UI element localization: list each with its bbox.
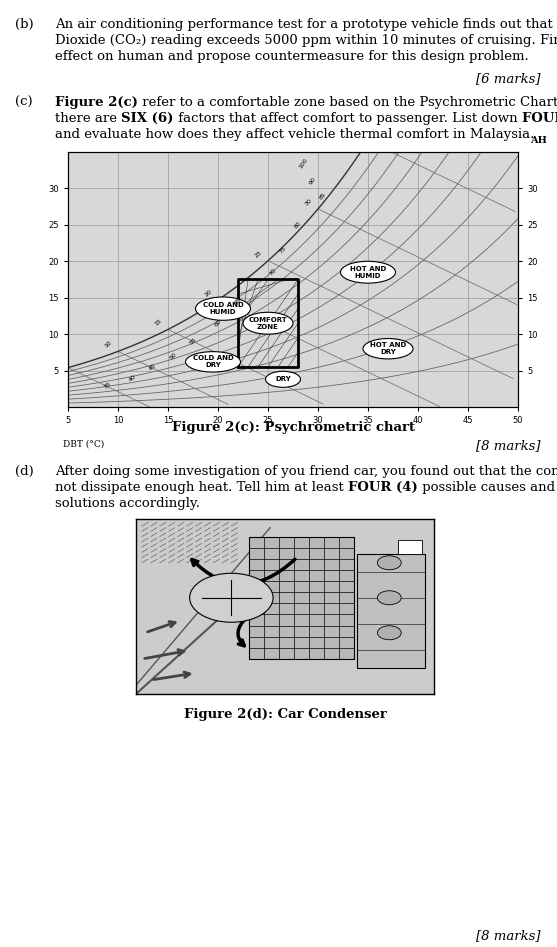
Text: and evaluate how does they affect vehicle thermal comfort in Malaysia.: and evaluate how does they affect vehicl… [55,128,534,141]
Text: COMFORT
ZONE: COMFORT ZONE [248,316,287,330]
Text: FOUR (4): FOUR (4) [521,112,557,125]
Text: DBT (°C): DBT (°C) [63,439,104,449]
Text: 80: 80 [294,221,302,229]
Text: factors that affect comfort to passenger. List down: factors that affect comfort to passenger… [174,112,521,125]
Text: Dioxide (CO₂) reading exceeds 5000 ppm within 10 minutes of cruising. Find out t: Dioxide (CO₂) reading exceeds 5000 ppm w… [55,34,557,47]
Circle shape [189,573,273,622]
Text: 85: 85 [319,191,328,201]
Ellipse shape [196,297,251,320]
Text: there are: there are [55,112,121,125]
Text: 25: 25 [253,250,262,259]
Circle shape [378,591,401,605]
Text: effect on human and propose countermeasure for this design problem.: effect on human and propose countermeasu… [55,50,529,63]
Text: [8 marks]: [8 marks] [476,929,540,942]
Text: (d): (d) [15,465,34,478]
Text: 30: 30 [304,198,312,206]
Text: Figure 2(c): Figure 2(c) [55,96,138,109]
Text: 10: 10 [104,340,113,349]
Text: [6 marks]: [6 marks] [476,72,540,85]
Text: HOT AND
DRY: HOT AND DRY [370,342,406,355]
Text: DRY: DRY [275,376,291,383]
Bar [398,540,422,554]
Text: refer to a comfortable zone based on the Psychrometric Chart. In general,: refer to a comfortable zone based on the… [138,96,557,109]
Text: (b): (b) [15,18,33,31]
Ellipse shape [243,313,293,334]
Text: [8 marks]: [8 marks] [476,439,540,452]
Text: 40: 40 [129,373,138,383]
Text: 50: 50 [168,351,178,361]
Text: 75: 75 [278,245,287,255]
Text: 100: 100 [297,157,309,170]
Text: 60: 60 [213,319,222,328]
Text: 35: 35 [104,381,113,389]
Text: HOT AND
HUMID: HOT AND HUMID [350,266,386,278]
Text: 70: 70 [268,268,277,277]
Text: Figure 2(d): Car Condenser: Figure 2(d): Car Condenser [184,708,387,721]
Bar [356,554,425,668]
Text: solutions accordingly.: solutions accordingly. [55,497,200,510]
Text: 65: 65 [233,296,242,306]
Ellipse shape [363,338,413,359]
Text: not dissipate enough heat. Tell him at least: not dissipate enough heat. Tell him at l… [55,481,348,494]
Text: FOUR (4): FOUR (4) [348,481,418,494]
Text: 45: 45 [148,363,158,371]
Circle shape [378,556,401,570]
Bar [249,537,354,659]
Text: After doing some investigation of you friend car, you found out that the condens: After doing some investigation of you fr… [55,465,557,478]
Text: 55: 55 [188,337,198,346]
Text: 15: 15 [153,318,163,328]
Text: An air conditioning performance test for a prototype vehicle finds out that Carb: An air conditioning performance test for… [55,18,557,31]
Ellipse shape [340,261,395,283]
Circle shape [378,626,401,640]
Text: possible causes and suggest him: possible causes and suggest him [418,481,557,494]
Text: COLD AND
DRY: COLD AND DRY [193,355,233,368]
Text: Figure 2(c): Psychrometric chart: Figure 2(c): Psychrometric chart [172,421,414,434]
Text: COLD AND
HUMID: COLD AND HUMID [203,302,243,315]
Text: SIX (6): SIX (6) [121,112,174,125]
Text: 90: 90 [309,176,317,186]
Text: AH: AH [530,135,547,145]
Text: (c): (c) [15,96,33,109]
Ellipse shape [185,351,241,372]
Text: 20: 20 [203,289,213,297]
Ellipse shape [266,371,300,387]
